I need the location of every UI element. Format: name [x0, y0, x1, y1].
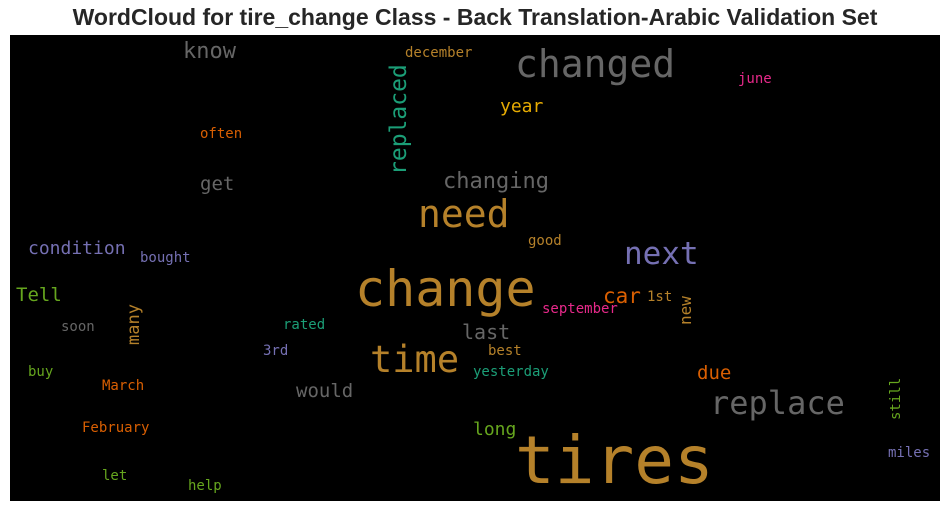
word-december: december [405, 45, 473, 61]
word-miles: miles [888, 445, 931, 461]
word-new: new [676, 296, 695, 325]
wordcloud-canvas: tires change changed need time replace next rep… [10, 35, 940, 501]
word-help: help [188, 478, 222, 494]
word-1st: 1st [647, 289, 673, 305]
word-last: last [462, 320, 511, 344]
word-tires: tires [515, 422, 714, 499]
word-need: need [418, 192, 510, 236]
word-changed: changed [515, 42, 676, 86]
word-know: know [183, 39, 236, 64]
word-replaced: replaced [386, 64, 412, 175]
word-3rd: 3rd [263, 343, 289, 359]
word-best: best [488, 343, 522, 359]
word-change: change [355, 260, 536, 318]
word-replace: replace [710, 384, 845, 422]
word-long: long [473, 419, 517, 440]
word-let: let [102, 468, 128, 484]
word-get: get [200, 173, 235, 195]
word-time: time [370, 338, 460, 381]
word-buy: buy [28, 364, 54, 380]
word-next: next [624, 236, 699, 272]
word-year: year [500, 96, 544, 117]
word-soon: soon [61, 319, 95, 335]
word-march: March [102, 378, 145, 394]
word-often: often [200, 126, 243, 142]
word-still: still [888, 377, 904, 420]
word-bought: bought [140, 250, 191, 266]
word-due: due [697, 362, 732, 384]
word-good: good [528, 233, 562, 249]
word-tell: Tell [16, 284, 62, 306]
word-june: june [738, 71, 772, 87]
word-september: september [542, 301, 618, 317]
word-rated: rated [283, 317, 326, 333]
chart-title: WordCloud for tire_change Class - Back T… [72, 4, 878, 30]
word-yesterday: yesterday [473, 364, 549, 380]
word-car: car [603, 284, 641, 308]
word-many: many [124, 304, 144, 345]
word-changing: changing [443, 169, 549, 194]
word-would: would [296, 380, 354, 402]
word-february: February [82, 420, 150, 436]
word-condition: condition [28, 238, 126, 259]
